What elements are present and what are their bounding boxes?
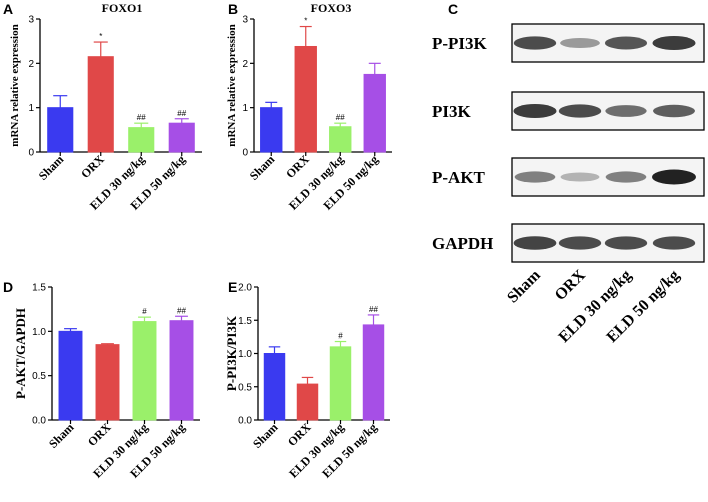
chart-title: FOXO3 xyxy=(311,1,352,15)
bar-sham xyxy=(264,354,284,421)
x-tick-label-orx: ORX xyxy=(283,152,312,181)
y-tick-label: 2 xyxy=(242,59,248,70)
blot-band xyxy=(653,236,696,249)
blot-band xyxy=(606,171,647,182)
y-axis-label: P-PI3K/PI3K xyxy=(224,315,239,391)
y-tick-label: 1.0 xyxy=(32,327,46,338)
panel-label-e: E xyxy=(228,279,237,295)
panel-label-b: B xyxy=(228,1,238,17)
significance-eld-50-ng-kg: ## xyxy=(177,306,186,315)
blot-row-label-gapdh: GAPDH xyxy=(432,234,493,253)
blot-lane-label-orx: ORX xyxy=(552,266,589,303)
bar-orx xyxy=(88,57,113,152)
blot-band xyxy=(515,171,556,182)
y-axis-label: P-AKT/GAPDH xyxy=(13,308,28,399)
y-tick-label: 1.5 xyxy=(32,283,46,294)
y-tick-label: 1.5 xyxy=(238,316,252,327)
bar-eld-50-ng-kg xyxy=(364,74,385,152)
bar-eld-30-ng-kg xyxy=(330,127,351,152)
bar-eld-30-ng-kg xyxy=(129,128,154,152)
bar-eld-50-ng-kg xyxy=(363,325,383,420)
bar-orx xyxy=(297,384,317,420)
x-tick-label-sham: Sham xyxy=(247,152,278,183)
blot-band xyxy=(605,105,646,117)
blot-band xyxy=(559,236,602,249)
panel-label-c: C xyxy=(448,1,458,17)
blot-row-label-p-pi3k: P-PI3K xyxy=(432,34,488,53)
y-axis-label: mRNA relative expression xyxy=(226,24,238,146)
y-tick-label: 0 xyxy=(28,148,34,159)
bar-sham xyxy=(48,108,73,152)
y-axis-label: mRNA relative expression xyxy=(9,24,21,146)
blot-band xyxy=(653,105,695,118)
bar-orx xyxy=(96,345,119,420)
bar-orx xyxy=(295,46,316,152)
significance-eld-30-ng-kg: # xyxy=(142,307,147,316)
bar-sham xyxy=(261,108,282,152)
bar-eld-30-ng-kg xyxy=(330,347,350,420)
blot-band xyxy=(559,104,602,117)
chart-foxo3: FOXO3 mRNA relative expression 0 1 2 3 Sham * OR… xyxy=(226,1,392,213)
x-tick-label-orx: ORX xyxy=(78,152,107,181)
blot-band xyxy=(605,236,648,249)
y-tick-label: 3 xyxy=(242,15,248,26)
significance-eld-30-ng-kg: # xyxy=(338,332,343,341)
significance-eld-30-ng-kg: ## xyxy=(336,113,345,122)
y-tick-label: 1.0 xyxy=(238,349,252,360)
significance-orx: * xyxy=(304,17,307,26)
bar-eld-30-ng-kg xyxy=(133,322,156,420)
y-tick-label: 0.5 xyxy=(32,371,46,382)
significance-orx: * xyxy=(99,32,102,41)
blot-band xyxy=(560,38,600,48)
bar-eld-50-ng-kg xyxy=(169,123,194,152)
blot-band xyxy=(513,104,556,118)
y-tick-label: 0 xyxy=(242,148,248,159)
blot-band xyxy=(561,172,600,181)
bar-eld-50-ng-kg xyxy=(170,321,193,420)
significance-eld-50-ng-kg: ## xyxy=(369,305,378,314)
y-tick-label: 0.0 xyxy=(32,416,46,427)
y-tick-label: 1 xyxy=(242,103,248,114)
panel-label-a: A xyxy=(3,1,13,17)
x-tick-label-sham: Sham xyxy=(36,152,67,183)
y-tick-label: 3 xyxy=(28,15,34,26)
significance-eld-50-ng-kg: ## xyxy=(177,109,186,118)
y-tick-label: 2 xyxy=(28,59,34,70)
y-tick-label: 0.5 xyxy=(238,382,252,393)
panel-label-d: D xyxy=(3,279,13,295)
bar-sham xyxy=(59,331,82,420)
x-tick-label-orx: ORX xyxy=(285,420,314,449)
x-tick-label-orx: ORX xyxy=(85,420,114,449)
blot-row-label-pi3k: PI3K xyxy=(432,102,472,121)
blot-band xyxy=(652,36,695,50)
blot-lane-label-sham: Sham xyxy=(504,266,544,306)
significance-eld-30-ng-kg: ## xyxy=(137,113,146,122)
x-tick-label-sham: Sham xyxy=(46,420,77,451)
y-tick-label: 2.0 xyxy=(238,283,252,294)
chart-foxo1: FOXO1 mRNA relative expression 0 1 2 3 Sham * OR… xyxy=(9,1,202,213)
blot-band xyxy=(605,37,647,50)
blot-band xyxy=(514,36,557,49)
blot-band xyxy=(652,170,696,185)
blot-band xyxy=(514,236,557,250)
chart-title: FOXO1 xyxy=(102,1,143,15)
y-tick-label: 1 xyxy=(28,103,34,114)
y-tick-label: 0.0 xyxy=(238,416,252,427)
blot-row-label-p-akt: P-AKT xyxy=(432,168,486,187)
x-tick-label-sham: Sham xyxy=(250,420,281,451)
